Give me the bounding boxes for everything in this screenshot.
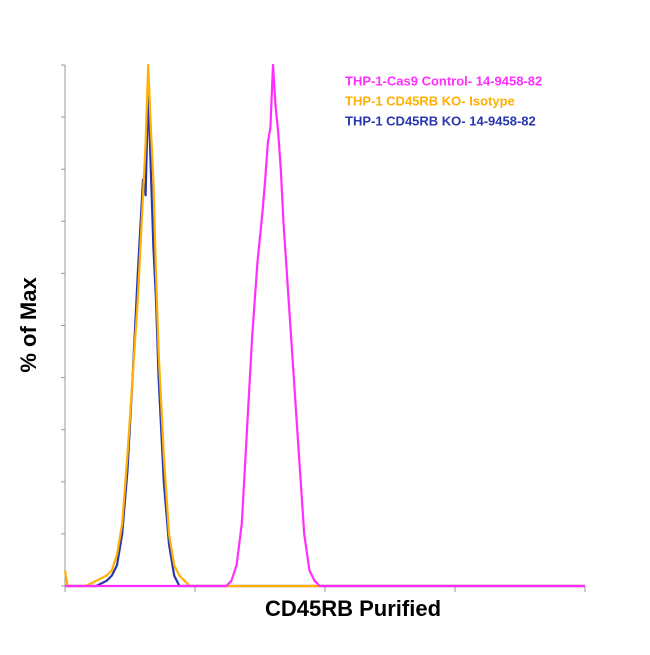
x-axis-label: CD45RB Purified — [265, 596, 441, 621]
legend-entry: THP-1 CD45RB KO- 14-9458-82 — [345, 113, 536, 128]
y-axis-label: % of Max — [16, 277, 41, 373]
legend-entry: THP-1 CD45RB KO- Isotype — [345, 93, 515, 108]
series-line — [63, 63, 585, 588]
legend-entry: THP-1-Cas9 Control- 14-9458-82 — [345, 73, 542, 88]
series-line — [65, 63, 585, 588]
